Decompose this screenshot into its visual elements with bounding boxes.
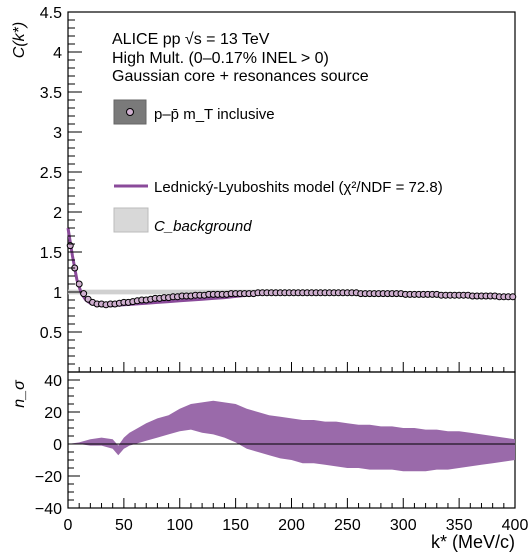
y-tick-label: 2.5 (40, 165, 62, 182)
title-line-2: High Mult. (0–0.17% INEL > 0) (112, 50, 329, 67)
y-tick-label: 4.5 (40, 5, 62, 22)
y-tick-label: 3.5 (40, 85, 62, 102)
nsigma-panel: −40 −20 0 20 40 0 50 100 150 200 250 300 350 400 n_σ… (11, 371, 529, 552)
y-axis-label-nsigma: n_σ (11, 379, 28, 408)
data-point (75, 280, 83, 288)
y-tick-label: 4 (53, 45, 62, 62)
legend-background-swatch (113, 207, 149, 233)
nsigma-band-layer (68, 400, 515, 472)
x-axis-label: k* (MeV/c) (431, 532, 515, 552)
x-tick-label: 0 (64, 517, 73, 534)
y-tick-label: 2 (53, 205, 62, 222)
nsigma-y-tick-label: 40 (44, 373, 62, 390)
x-tick-label: 250 (334, 517, 361, 534)
y-axis-label-correlation: C(k*) (11, 22, 28, 58)
title-line-3: Gaussian core + resonances source (112, 68, 369, 85)
legend: p–p̄ m_T inclusive Lednický-Lyuboshits m… (113, 99, 443, 235)
nsigma-y-tick-label: 0 (53, 437, 62, 454)
nsigma-y-tick-label: −40 (35, 501, 62, 518)
x-tick-label: 400 (502, 517, 529, 534)
data-point (509, 293, 517, 301)
y-tick-label: 0.5 (40, 325, 62, 342)
nsigma-y-tick-label: −20 (35, 469, 62, 486)
x-tick-label: 100 (166, 517, 193, 534)
data-point (80, 290, 88, 298)
x-tick-label: 150 (222, 517, 249, 534)
legend-data-label: p–p̄ m_T inclusive (154, 106, 275, 123)
correlation-y-axis: 0.5 1 1.5 2 2.5 3 3.5 4 4.5 (40, 5, 82, 373)
x-tick-label: 350 (446, 517, 473, 534)
y-tick-label: 1 (53, 285, 62, 302)
title-line-1: ALICE pp √s = 13 TeV (112, 31, 270, 48)
y-tick-label: 3 (53, 125, 62, 142)
x-tick-label: 300 (390, 517, 417, 534)
legend-data-marker (126, 108, 134, 116)
legend-model-label: Lednický-Lyuboshits model (χ²/NDF = 72.8… (154, 179, 443, 196)
x-tick-label: 50 (115, 517, 133, 534)
correlation-x-ticks (67, 362, 516, 372)
nsigma-band (68, 400, 515, 472)
legend-background-label: C_background (154, 218, 252, 235)
data-points-layer (66, 242, 517, 309)
nsigma-y-tick-label: 20 (44, 405, 62, 422)
x-tick-label: 200 (278, 517, 305, 534)
correlation-panel: 0.5 1 1.5 2 2.5 3 3.5 4 4.5 C(k*) ALICE pp √s = … (11, 5, 517, 373)
nsigma-y-axis: −40 −20 0 20 40 (35, 373, 80, 518)
x-axis: 0 50 100 150 200 250 300 350 400 (64, 498, 529, 534)
y-tick-label: 1.5 (40, 245, 62, 262)
